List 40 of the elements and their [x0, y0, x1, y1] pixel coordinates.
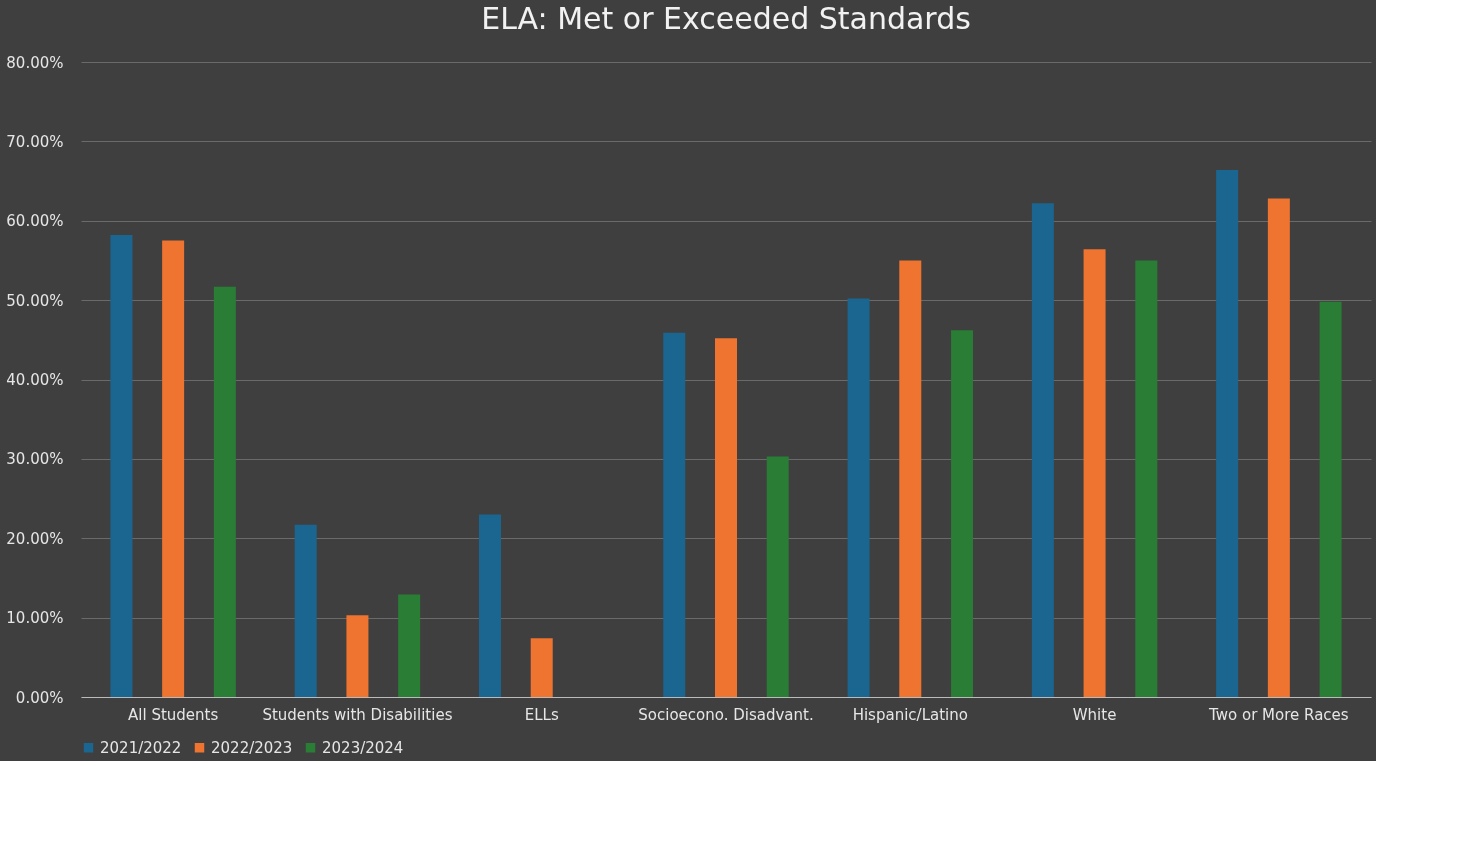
y-tick-label: 20.00%	[6, 529, 64, 548]
bar	[530, 638, 553, 697]
bar	[766, 456, 789, 697]
bar	[162, 240, 185, 697]
legend-label: 2021/2022	[100, 738, 182, 757]
x-tick-label: All Students	[128, 705, 219, 724]
bar	[847, 298, 870, 697]
y-tick-label: 0.00%	[15, 688, 64, 707]
bar	[1135, 260, 1158, 697]
x-tick-label: White	[1072, 705, 1117, 724]
y-tick-label: 80.00%	[6, 53, 64, 72]
y-tick-label: 10.00%	[6, 609, 64, 628]
y-tick-label: 40.00%	[6, 371, 64, 389]
bar	[1319, 301, 1342, 697]
bar	[213, 286, 236, 697]
bar	[110, 235, 133, 697]
bar	[1083, 249, 1106, 697]
x-tick-label: Socioecono. Disadvant.	[638, 705, 814, 724]
bar	[899, 260, 922, 697]
x-tick-label: Students with Disabilities	[262, 705, 453, 724]
bar	[1216, 169, 1239, 697]
y-tick-label: 30.00%	[6, 450, 64, 469]
bar	[346, 615, 369, 697]
y-tick-label: 60.00%	[6, 212, 64, 231]
x-tick-label: Two or More Races	[1208, 705, 1349, 724]
bar	[1031, 203, 1054, 697]
legend-label: 2023/2024	[322, 738, 404, 757]
bar	[478, 514, 501, 697]
x-tick-label: Hispanic/Latino	[852, 705, 968, 724]
y-tick-label: 70.00%	[6, 132, 64, 151]
bar	[715, 338, 737, 697]
chart-title: ELA: Met or Exceeded Standards	[481, 1, 971, 36]
bar	[663, 332, 686, 697]
legend-label: 2022/2023	[211, 738, 293, 757]
y-tick-label: 50.00%	[6, 291, 64, 310]
bar	[398, 594, 421, 697]
bar	[294, 524, 317, 697]
bar	[951, 330, 974, 697]
x-tick-label: ELLs	[524, 705, 559, 724]
bar	[1267, 198, 1290, 697]
